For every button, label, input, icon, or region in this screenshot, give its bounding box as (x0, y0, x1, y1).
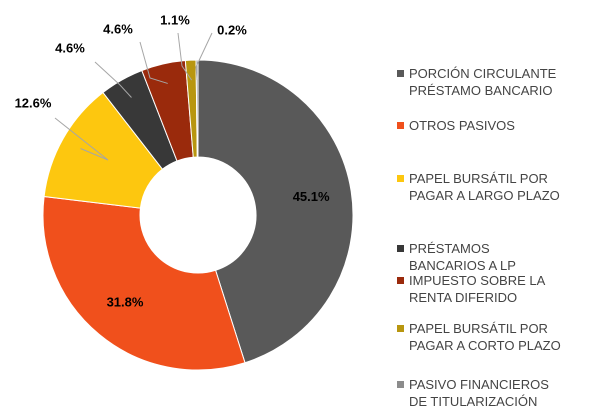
leader-line (94, 61, 132, 98)
leader-line (195, 32, 213, 81)
legend-item: OTROS PASIVOS (397, 117, 515, 134)
leader-line (139, 41, 168, 84)
legend-swatch (397, 175, 404, 182)
legend-label: PORCIÓN CIRCULANTE PRÉSTAMO BANCARIO (409, 66, 557, 98)
leader-line (54, 117, 109, 161)
donut-slice (195, 59, 199, 158)
data-label: 31.8% (107, 295, 144, 310)
legend-item: IMPUESTO SOBRE LA RENTA DIFERIDO (397, 272, 545, 306)
legend-label: PAPEL BURSÁTIL POR PAGAR A LARGO PLAZO (409, 171, 560, 203)
legend-item: PAPEL BURSÁTIL POR PAGAR A LARGO PLAZO (397, 170, 560, 204)
legend-label: PRÉSTAMOS BANCARIOS A LP (409, 241, 516, 273)
data-label: 4.6% (103, 21, 133, 36)
leader-line (177, 32, 193, 81)
legend-item: PRÉSTAMOS BANCARIOS A LP (397, 240, 516, 274)
legend-label: IMPUESTO SOBRE LA RENTA DIFERIDO (409, 273, 546, 305)
legend-label: PASIVO FINANCIEROS DE TITULARIZACIÓN (409, 377, 549, 409)
legend-swatch (397, 70, 404, 77)
legend-label: PAPEL BURSÁTIL POR PAGAR A CORTO PLAZO (409, 321, 561, 353)
donut-slice (42, 195, 246, 371)
data-label: 45.1% (293, 189, 330, 204)
legend-swatch (397, 381, 404, 388)
data-label: 12.6% (15, 95, 52, 110)
legend-item: PASIVO FINANCIEROS DE TITULARIZACIÓN (397, 376, 549, 410)
legend-swatch (397, 122, 404, 129)
data-label: 4.6% (55, 40, 85, 55)
legend-swatch (397, 245, 404, 252)
data-label: 0.2% (217, 22, 247, 37)
data-label: 1.1% (160, 12, 190, 27)
legend-item: PAPEL BURSÁTIL POR PAGAR A CORTO PLAZO (397, 320, 561, 354)
legend-label: OTROS PASIVOS (409, 118, 515, 133)
legend-item: PORCIÓN CIRCULANTE PRÉSTAMO BANCARIO (397, 65, 556, 99)
legend-swatch (397, 325, 404, 332)
legend-swatch (397, 277, 404, 284)
donut-slice (197, 59, 354, 364)
